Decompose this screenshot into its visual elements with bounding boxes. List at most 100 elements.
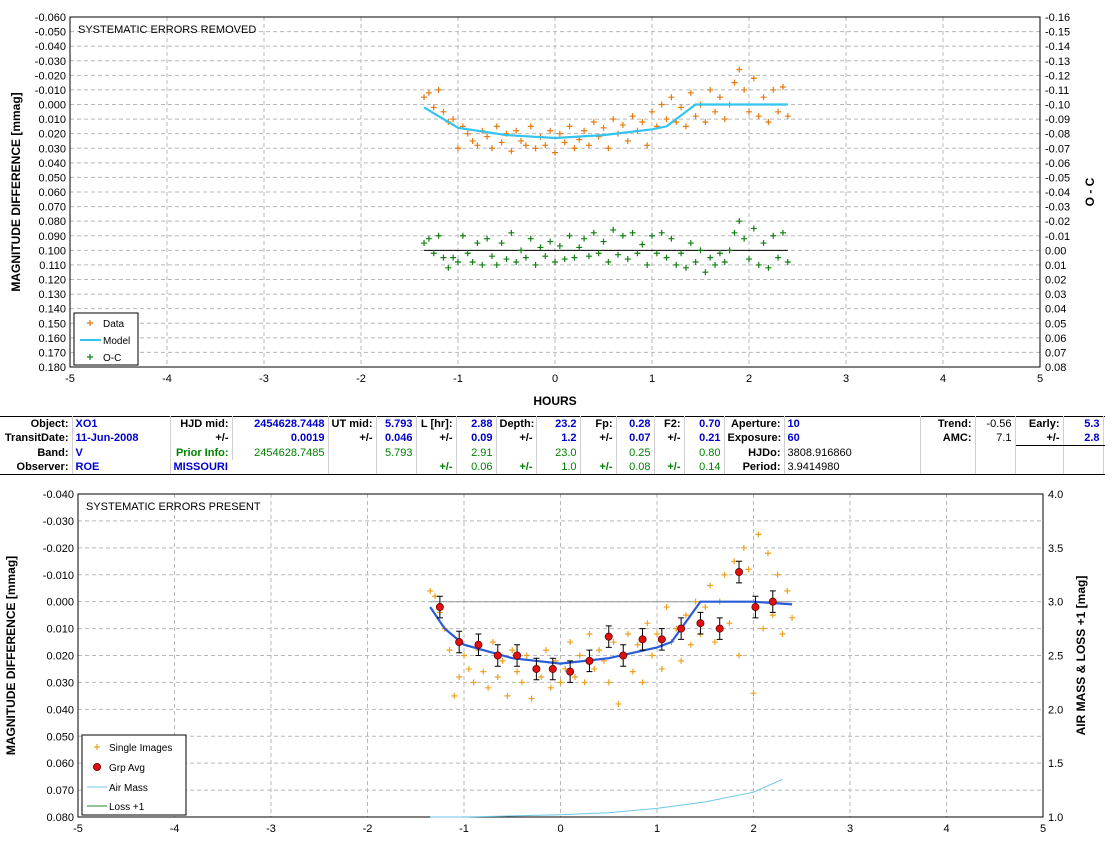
airmass-line: [430, 778, 783, 818]
exposure-label: Exposure:: [724, 431, 785, 446]
data-point: [450, 116, 457, 123]
aperture-label: Aperture:: [724, 416, 785, 431]
grp-avg-point: [566, 667, 575, 676]
prior-depth-value: 23.0: [536, 445, 581, 460]
oc-point: [522, 254, 529, 261]
y-tick-label: -0.010: [43, 570, 74, 582]
oc-point: [775, 254, 782, 261]
y-tick-label: 0.000: [38, 100, 66, 112]
ut-mid-label: UT mid:: [328, 416, 377, 431]
grp-avg-point: [455, 638, 464, 647]
oc-point: [746, 256, 752, 263]
y-tick-label: 0.040: [46, 704, 74, 716]
single-image-point: [774, 571, 781, 578]
oc-point: [624, 256, 631, 263]
legend-single-label: Single Images: [109, 743, 172, 754]
single-image-point: [581, 679, 588, 686]
single-image-point: [702, 604, 709, 611]
grp-avg-point: [715, 624, 724, 633]
single-image-point: [509, 647, 516, 654]
y-tick-label: -0.030: [35, 56, 66, 68]
model-line: [423, 103, 788, 140]
oc-point: [731, 229, 738, 236]
single-image-point: [755, 531, 762, 538]
single-image-point: [571, 674, 578, 681]
single-image-point: [470, 679, 477, 686]
hjd-pm-label: +/-: [170, 431, 233, 446]
prior-depth-pm-label: +/-: [496, 460, 537, 475]
oc-point: [430, 250, 437, 257]
grp-avg-point: [677, 624, 686, 633]
depth-pm-label: +/-: [496, 431, 537, 446]
oc-point: [687, 240, 694, 247]
object-label: Object:: [0, 416, 73, 431]
oc-point: [692, 259, 699, 265]
data-point: [731, 79, 738, 86]
data-point: [440, 108, 447, 115]
trend-value: -0.56: [975, 416, 1016, 431]
data-point: [421, 94, 428, 101]
y-axis-title: MAGNITUDE DIFFERENCE [mmag]: [4, 556, 18, 755]
oc-point: [702, 269, 709, 276]
y-tick-label: -0.040: [43, 489, 74, 501]
y2-tick-label: -0.08: [1045, 129, 1070, 141]
y2-tick-label: -0.04: [1045, 187, 1070, 199]
grp-avg-point: [585, 656, 594, 665]
oc-point: [537, 244, 544, 251]
data-point: [624, 137, 631, 144]
y-tick-label: -0.020: [43, 543, 74, 555]
info-row-3: Band: V Prior Info: 2454628.7485 5.793 2…: [0, 445, 1105, 460]
transit-date-value: 11-Jun-2008: [72, 431, 171, 446]
y-tick-label: 0.080: [46, 812, 74, 824]
aperture-value: 10: [784, 416, 921, 431]
data-point: [435, 86, 442, 93]
y-tick-label: 0.180: [38, 362, 66, 374]
oc-point: [755, 261, 762, 268]
single-image-point: [736, 652, 743, 659]
y2-tick-label: -0.13: [1045, 56, 1070, 68]
y-tick-label: 0.040: [38, 158, 66, 170]
single-image-point: [591, 665, 598, 672]
oc-point: [629, 229, 636, 236]
single-image-point: [678, 657, 685, 664]
legend: Data Model O-C: [73, 312, 139, 366]
y2-tick-label: 0.06: [1045, 333, 1066, 345]
y2-tick-label: 0.03: [1045, 289, 1066, 301]
oc-point: [566, 232, 573, 239]
transit-date-label: TransitDate:: [0, 431, 73, 446]
oc-point: [493, 261, 500, 268]
data-point: [712, 108, 719, 115]
y2-tick-label: 0.05: [1045, 318, 1066, 330]
y-tick-label: 0.150: [38, 318, 66, 330]
series-oc: [421, 218, 791, 276]
data-point: [668, 94, 675, 101]
y2-tick-label: -0.01: [1045, 231, 1070, 243]
oc-point: [590, 229, 597, 236]
single-image-point: [485, 684, 492, 691]
data-point: [498, 139, 505, 146]
y2-tick-label: 0.00: [1045, 245, 1066, 257]
oc-point: [721, 259, 728, 265]
single-image-point: [610, 639, 617, 646]
y-tick-label: -0.030: [43, 516, 74, 528]
y-tick-label: 0.090: [38, 231, 66, 243]
oc-point: [760, 240, 767, 247]
x-tick-label: -3: [266, 823, 276, 835]
oc-point: [726, 247, 733, 254]
single-image-point: [480, 668, 487, 675]
x-tick-label: 1: [654, 823, 660, 835]
prior-fp-value: 0.25: [616, 445, 655, 460]
x-tick-label: -3: [259, 373, 269, 385]
prior-l-err-value: 0.06: [456, 460, 497, 475]
data-point: [527, 123, 534, 130]
data-point: [692, 113, 699, 120]
single-image-point: [682, 612, 689, 619]
data-point: [746, 108, 752, 115]
data-point: [464, 130, 471, 137]
oc-point: [576, 244, 583, 251]
series-single-images: [427, 531, 796, 707]
bottom-chart: -5 -4 -3 -2 -1 0 1 2 3 4 5 -0.040 -0.030 -0.020 -0.010…: [4, 489, 1088, 835]
y-tick-label: 0.020: [38, 129, 66, 141]
y-tick-label: 0.030: [38, 143, 66, 155]
oc-point: [464, 250, 471, 257]
